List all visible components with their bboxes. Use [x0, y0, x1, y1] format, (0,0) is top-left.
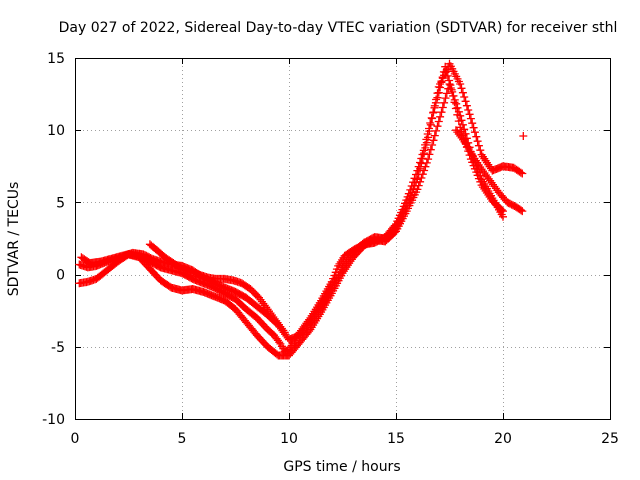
- data-point-track-b: [440, 98, 449, 107]
- data-point-track-b: [441, 94, 450, 103]
- data-point-track-b: [438, 103, 447, 112]
- data-point-track-c: [468, 119, 477, 128]
- grid: [75, 58, 610, 419]
- x-tick-label: 0: [71, 431, 80, 447]
- data-point-track-b: [445, 80, 454, 88]
- data-point-track-b: [458, 120, 467, 129]
- data-point-track-b: [450, 95, 459, 104]
- data-point-track-b: [453, 103, 462, 112]
- data-point-track-b: [456, 111, 465, 120]
- x-tick-label: 15: [387, 431, 405, 447]
- data-point-track-c: [418, 154, 427, 163]
- y-tick-label: -5: [51, 340, 65, 356]
- data-point-track-b: [457, 116, 466, 125]
- data-point-track-b: [422, 158, 431, 167]
- data-point-track-c: [461, 97, 470, 106]
- data-point-track-b: [424, 155, 433, 164]
- data-point-track-c: [390, 225, 399, 234]
- data-point-track-b: [449, 91, 458, 100]
- data-points: [75, 59, 528, 360]
- chart-title: Day 027 of 2022, Sidereal Day-to-day VTE…: [59, 20, 618, 36]
- y-axis-label: SDTVAR / TECUs: [6, 182, 22, 297]
- data-point-track-e: [517, 206, 525, 215]
- data-point-track-c: [417, 159, 426, 168]
- data-point-track-c: [416, 164, 425, 173]
- data-point-track-b: [442, 89, 451, 98]
- data-point-track-c: [422, 138, 431, 147]
- data-point-track-c: [458, 88, 467, 97]
- data-point-track-c: [457, 84, 466, 93]
- data-point-track-e: [459, 135, 468, 144]
- data-point-track-c: [474, 141, 483, 150]
- x-tick-label: 20: [494, 431, 512, 447]
- axis-ticks: 0 5 10 15 20 25 -10 -5 0 5 10 15: [42, 51, 619, 447]
- x-tick-label: 25: [601, 431, 619, 447]
- data-point-track-c: [464, 106, 473, 114]
- data-point-outlier: [519, 132, 528, 140]
- data-point-track-c: [473, 137, 482, 146]
- data-point-track-c: [413, 175, 422, 184]
- data-point-track-c: [421, 143, 430, 152]
- x-tick-label: 10: [280, 431, 298, 447]
- data-point-track-b: [429, 136, 438, 145]
- data-point-track-b: [425, 150, 434, 159]
- data-point-track-c: [429, 108, 438, 117]
- data-point-track-b: [436, 112, 445, 121]
- x-tick-label: 5: [178, 431, 187, 447]
- data-point-track-b: [434, 117, 443, 126]
- data-point-track-d: [279, 326, 288, 335]
- data-point-track-b: [446, 84, 455, 92]
- data-point-track-c: [315, 304, 324, 313]
- data-point-track-c: [476, 146, 485, 155]
- data-point-track-c: [466, 114, 475, 123]
- data-point-track-c: [426, 120, 435, 129]
- x-axis-label: GPS time / hours: [283, 459, 400, 475]
- data-point-track-c: [460, 93, 469, 101]
- data-point-track-b: [460, 125, 469, 134]
- data-point-track-c: [425, 127, 434, 136]
- data-point-track-b: [420, 166, 429, 175]
- y-tick-label: 5: [56, 195, 65, 211]
- data-point-track-c: [469, 123, 478, 132]
- data-point-track-c: [428, 114, 437, 123]
- data-point-track-c: [470, 128, 479, 137]
- data-point-track-c: [462, 101, 471, 110]
- data-point-track-c: [414, 170, 423, 179]
- data-point-track-a: [275, 338, 284, 347]
- plot-frame: [75, 58, 611, 420]
- data-point-track-c: [433, 89, 442, 98]
- data-point-track-c: [420, 149, 429, 158]
- data-point-track-c: [456, 80, 465, 88]
- data-point-track-b: [437, 108, 446, 117]
- data-point-track-b: [476, 171, 485, 180]
- data-point-track-c: [518, 169, 527, 178]
- y-tick-label: 0: [56, 268, 65, 284]
- data-point-track-b: [428, 141, 437, 149]
- data-point-track-b: [452, 99, 461, 108]
- data-point-track-b: [454, 107, 463, 116]
- data-point-track-b: [448, 87, 457, 96]
- data-point-track-b: [433, 122, 442, 131]
- y-tick-label: 10: [47, 123, 65, 139]
- data-point-track-d: [280, 328, 289, 337]
- data-point-track-c: [430, 101, 439, 110]
- data-point-track-c: [465, 110, 474, 119]
- data-point-track-b: [461, 129, 470, 138]
- data-point-track-c: [432, 95, 441, 104]
- data-point-track-c: [472, 132, 481, 141]
- data-point-track-b: [430, 131, 439, 140]
- y-tick-label: -10: [42, 412, 65, 428]
- data-point-track-b: [499, 212, 507, 221]
- data-point-track-e: [518, 207, 527, 216]
- data-point-track-c: [516, 168, 525, 177]
- data-point-track-c: [424, 133, 433, 142]
- y-tick-label: 15: [47, 51, 65, 67]
- data-point-track-b: [426, 145, 435, 154]
- data-point-track-b: [432, 126, 441, 135]
